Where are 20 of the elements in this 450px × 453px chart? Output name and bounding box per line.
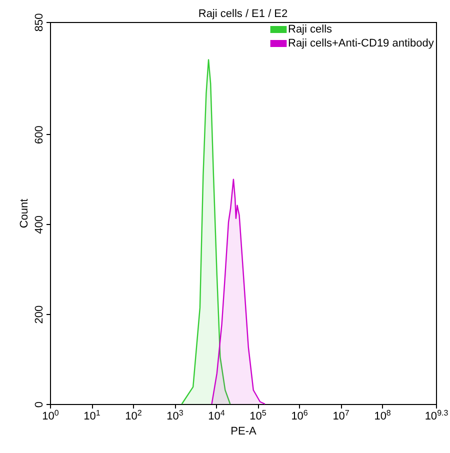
y-tick-label: 200 (34, 305, 46, 324)
y-tick-label: 0 (34, 401, 46, 408)
legend-label: Raji cells (288, 24, 333, 36)
x-tick-label: 10$^{2}$ (125, 408, 142, 422)
y-tick-label: 400 (34, 216, 46, 234)
x-tick-label: 10$^{6}$ (291, 408, 308, 422)
y-axis-title: Count (18, 198, 30, 228)
legend-label: Raji cells+Anti-CD19 antibody (288, 38, 434, 50)
y-tick-label: 600 (34, 126, 46, 144)
x-tick-label: 10$^{8}$ (374, 408, 392, 422)
x-tick-label: 10$^{9.3}$ (424, 408, 449, 422)
chart-title: Raji cells / E1 / E2 (198, 8, 288, 20)
x-axis-title: PE-A (230, 426, 257, 438)
x-tick-label: 10$^{7}$ (332, 408, 350, 422)
x-tick-label: 10$^{1}$ (84, 408, 101, 422)
x-tick-label: 10$^{4}$ (208, 408, 226, 422)
x-tick-label: 10$^{5}$ (250, 408, 267, 422)
x-tick-label: 10$^{3}$ (166, 408, 184, 422)
x-tick-label: 10$^{0}$ (42, 408, 60, 422)
y-tick-label: 850 (34, 13, 46, 32)
